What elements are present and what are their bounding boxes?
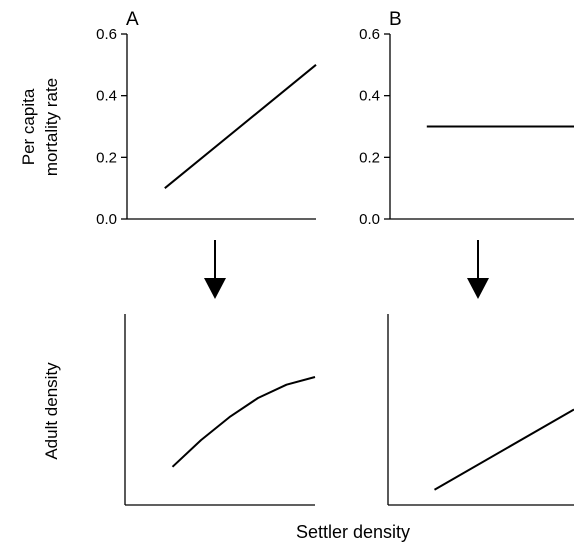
arrow-down-icon-b bbox=[467, 240, 489, 299]
y-tick-label: 0.2 bbox=[359, 149, 380, 166]
top-ylabel-line1: Per capita bbox=[19, 88, 38, 165]
panel-b-top: 0.0 0.2 0.4 0.6 bbox=[359, 26, 574, 228]
y-tick-label: 0.6 bbox=[96, 26, 117, 43]
panel-b-letter: B bbox=[389, 9, 402, 30]
y-tick-label: 0.4 bbox=[96, 88, 117, 105]
panel-a-bottom bbox=[124, 314, 316, 506]
panel-b-bottom bbox=[387, 314, 574, 506]
bottom-ylabel: Adult density bbox=[42, 362, 61, 460]
series-line bbox=[171, 376, 316, 468]
series-line bbox=[164, 64, 317, 189]
y-tick-label: 0.2 bbox=[96, 149, 117, 166]
series-line bbox=[434, 408, 574, 491]
y-tick-label: 0.6 bbox=[359, 26, 380, 43]
arrow-down-icon-a bbox=[204, 240, 226, 299]
panel-a-top: 0.0 0.2 0.4 0.6 bbox=[96, 26, 317, 228]
y-tick-label: 0.0 bbox=[96, 211, 117, 228]
y-tick-label: 0.0 bbox=[359, 211, 380, 228]
top-ylabel-line2: mortality rate bbox=[42, 78, 61, 176]
x-axis-label: Settler density bbox=[296, 522, 410, 542]
panel-a-letter: A bbox=[126, 9, 139, 30]
y-tick-label: 0.4 bbox=[359, 88, 380, 105]
